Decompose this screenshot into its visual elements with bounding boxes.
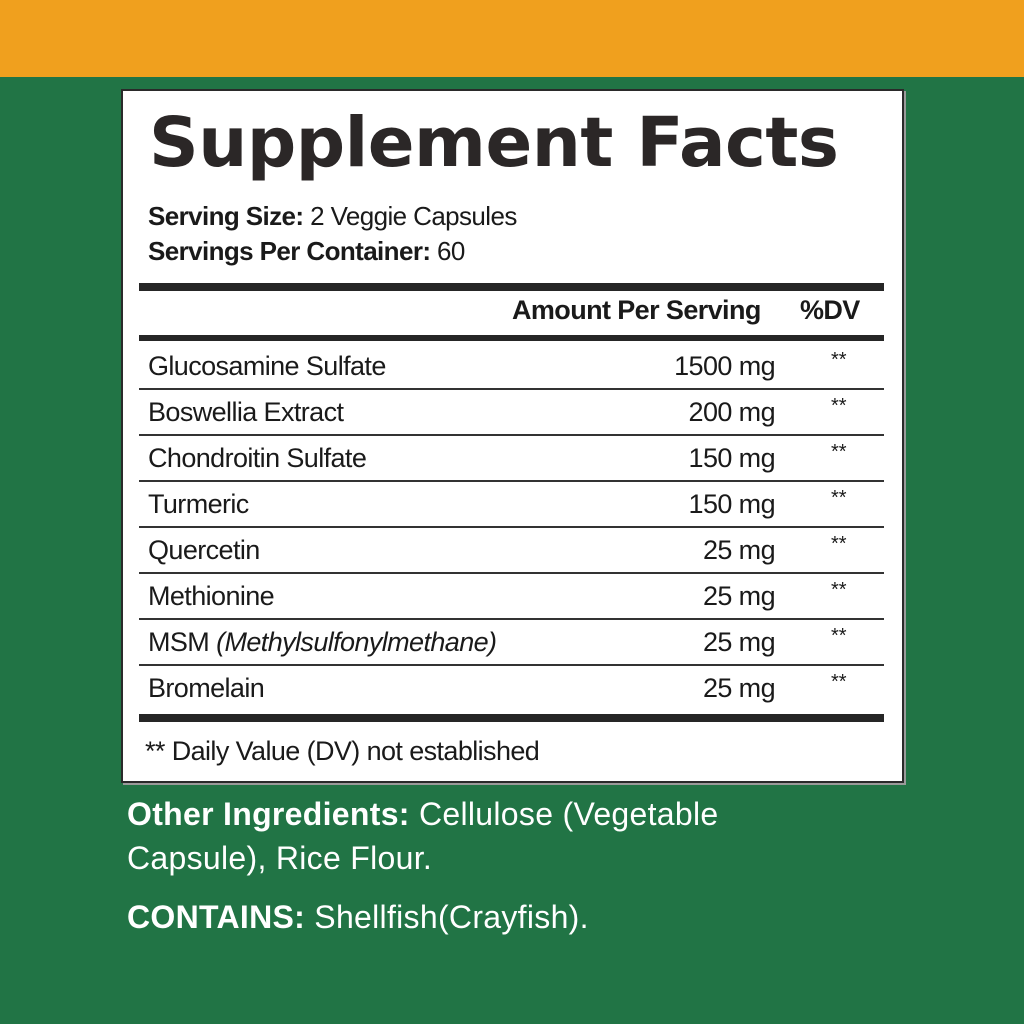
ingredient-amount: 25 mg [702, 581, 776, 611]
header-dv: %DV [800, 295, 860, 325]
row-divider [139, 388, 884, 390]
table-row: Quercetin 25 mg ** [123, 527, 902, 573]
table-row: Boswellia Extract 200 mg ** [123, 389, 902, 435]
other-ingredients-label: Other Ingredients: [127, 796, 410, 832]
supplement-facts-panel: Supplement Facts Serving Size: 2 Veggie … [121, 89, 904, 783]
ingredient-name: Bromelain [148, 673, 265, 704]
row-divider [139, 526, 884, 528]
ingredient-name-text: Quercetin [148, 535, 260, 565]
ingredient-note: (Methylsulfonylmethane) [216, 627, 497, 657]
ingredient-name: Methionine [148, 581, 275, 612]
servings-per-container: Servings Per Container: 60 [148, 236, 465, 267]
other-ingredients: Other Ingredients: Cellulose (Vegetable [127, 796, 719, 833]
ingredient-name-text: Bromelain [148, 673, 265, 703]
servings-per-container-label: Servings Per Container: [148, 236, 431, 266]
ingredient-amount: 150 mg [688, 443, 776, 473]
table-row: MSM (Methylsulfonylmethane) 25 mg ** [123, 619, 902, 665]
other-ingredients-line1: Cellulose (Vegetable [418, 796, 719, 832]
row-divider [139, 480, 884, 482]
footnote: ** Daily Value (DV) not established [145, 736, 540, 766]
ingredient-name-text: Chondroitin Sulfate [148, 443, 367, 473]
divider-thick [139, 283, 884, 291]
table-row: Bromelain 25 mg ** [123, 665, 902, 711]
ingredient-amount: 1500 mg [674, 351, 775, 381]
ingredient-name-text: Boswellia Extract [148, 397, 344, 427]
ingredient-dv: ** [831, 395, 847, 417]
ingredient-dv: ** [831, 349, 847, 371]
serving-size: Serving Size: 2 Veggie Capsules [148, 201, 517, 232]
table-row: Chondroitin Sulfate 150 mg ** [123, 435, 902, 481]
top-color-bar [0, 0, 1024, 77]
ingredient-amount: 25 mg [702, 535, 776, 565]
ingredient-amount: 150 mg [688, 489, 776, 519]
servings-per-container-value: 60 [437, 236, 465, 266]
ingredient-dv: ** [831, 441, 847, 463]
table-row: Methionine 25 mg ** [123, 573, 902, 619]
divider-thick [139, 714, 884, 722]
ingredient-dv: ** [831, 671, 847, 693]
ingredient-name: MSM (Methylsulfonylmethane) [148, 627, 497, 658]
header-amount: Amount Per Serving [512, 295, 761, 325]
table-row: Glucosamine Sulfate 1500 mg ** [123, 343, 902, 389]
serving-size-label: Serving Size: [148, 201, 304, 231]
ingredient-name: Quercetin [148, 535, 260, 566]
page-title: Supplement Facts [149, 103, 839, 183]
ingredient-name-text: MSM [148, 627, 210, 657]
table-row: Turmeric 150 mg ** [123, 481, 902, 527]
ingredient-name-text: Methionine [148, 581, 275, 611]
row-divider [139, 434, 884, 436]
ingredient-name: Turmeric [148, 489, 249, 520]
ingredient-name-text: Turmeric [148, 489, 249, 519]
serving-size-value: 2 Veggie Capsules [310, 201, 517, 231]
ingredient-name: Glucosamine Sulfate [148, 351, 386, 382]
ingredient-dv: ** [831, 487, 847, 509]
contains-label: CONTAINS: [127, 899, 306, 935]
ingredient-dv: ** [831, 625, 847, 647]
contains: CONTAINS: Shellfish(Crayfish). [127, 899, 589, 936]
contains-value: Shellfish(Crayfish). [314, 899, 589, 935]
divider-thick [139, 335, 884, 341]
ingredient-amount: 200 mg [688, 397, 776, 427]
ingredient-dv: ** [831, 533, 847, 555]
row-divider [139, 572, 884, 574]
other-ingredients-line2: Capsule), Rice Flour. [127, 840, 433, 876]
ingredient-dv: ** [831, 579, 847, 601]
ingredient-amount: 25 mg [702, 673, 776, 703]
row-divider [139, 618, 884, 620]
ingredient-amount: 25 mg [702, 627, 776, 657]
row-divider [139, 664, 884, 666]
ingredient-name: Boswellia Extract [148, 397, 344, 428]
ingredient-name: Chondroitin Sulfate [148, 443, 367, 474]
ingredient-name-text: Glucosamine Sulfate [148, 351, 386, 381]
